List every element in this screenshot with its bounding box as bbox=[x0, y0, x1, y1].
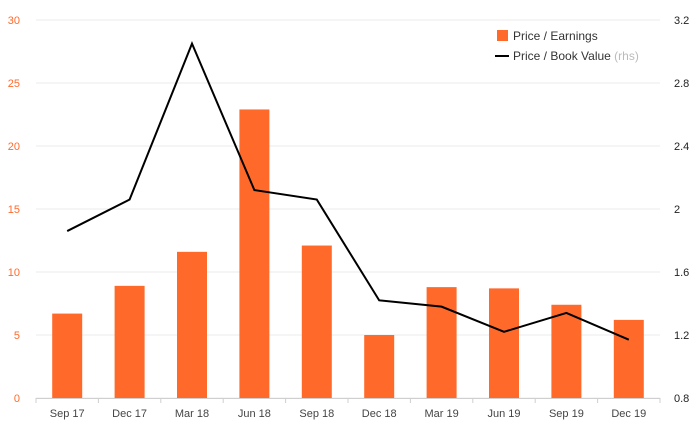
bar-sep-17 bbox=[52, 313, 83, 398]
bar-dec-18 bbox=[364, 335, 395, 398]
left-tick-10: 10 bbox=[8, 267, 20, 279]
x-axis-ticks: Sep 17 Dec 17 Mar 18 Jun 18 Sep 18 Dec 18 Mar … bbox=[50, 408, 646, 420]
x-tick-dec-17: Dec 17 bbox=[112, 408, 147, 420]
bar-mar-19 bbox=[426, 287, 457, 398]
axes bbox=[35, 398, 661, 403]
line-price-book-value bbox=[66, 41, 630, 341]
legend-label-price-earnings: Price / Earnings bbox=[513, 29, 598, 43]
x-tick-dec-18: Dec 18 bbox=[362, 408, 397, 420]
left-tick-5: 5 bbox=[14, 330, 20, 342]
right-axis-ticks: 0.8 1.2 1.6 2 2.4 2.8 3.2 bbox=[674, 15, 689, 405]
right-tick-0-8: 0.8 bbox=[674, 393, 689, 405]
bar-series bbox=[52, 109, 644, 399]
legend-swatch-price-earnings bbox=[497, 30, 508, 41]
bar-dec-19 bbox=[613, 319, 644, 398]
left-tick-0: 0 bbox=[14, 393, 20, 405]
bar-sep-18 bbox=[301, 245, 332, 398]
bar-jun-18 bbox=[239, 109, 270, 399]
line-series bbox=[66, 41, 630, 341]
bar-mar-18 bbox=[177, 251, 207, 398]
x-tick-sep-17: Sep 17 bbox=[50, 408, 85, 420]
bar-jun-19 bbox=[489, 288, 519, 398]
right-tick-3-2: 3.2 bbox=[674, 15, 689, 27]
left-axis-ticks: 0 5 10 15 20 25 30 bbox=[8, 15, 20, 405]
left-tick-15: 15 bbox=[8, 204, 20, 216]
bar-sep-19 bbox=[551, 304, 582, 398]
x-tick-dec-19: Dec 19 bbox=[611, 408, 646, 420]
legend-label-price-book: Price / Book Value (rhs) bbox=[513, 49, 639, 63]
left-tick-30: 30 bbox=[8, 15, 20, 27]
left-tick-25: 25 bbox=[8, 78, 20, 90]
right-tick-1-2: 1.2 bbox=[674, 330, 689, 342]
legend-label-price-book-suffix: (rhs) bbox=[614, 49, 639, 63]
bar-dec-17 bbox=[114, 285, 145, 398]
x-tick-sep-19: Sep 19 bbox=[549, 408, 584, 420]
right-tick-2: 2 bbox=[674, 204, 680, 216]
legend: Price / Earnings Price / Book Value (rhs… bbox=[495, 29, 639, 63]
x-tick-sep-18: Sep 18 bbox=[299, 408, 334, 420]
x-tick-mar-18: Mar 18 bbox=[175, 408, 209, 420]
x-tick-jun-19: Jun 19 bbox=[487, 408, 520, 420]
right-tick-2-8: 2.8 bbox=[674, 78, 689, 90]
x-tick-jun-18: Jun 18 bbox=[238, 408, 271, 420]
legend-label-price-book-name: Price / Book Value bbox=[513, 49, 611, 63]
left-tick-20: 20 bbox=[8, 141, 20, 153]
right-tick-1-6: 1.6 bbox=[674, 267, 689, 279]
x-tick-mar-19: Mar 19 bbox=[424, 408, 458, 420]
right-tick-2-4: 2.4 bbox=[674, 141, 689, 153]
